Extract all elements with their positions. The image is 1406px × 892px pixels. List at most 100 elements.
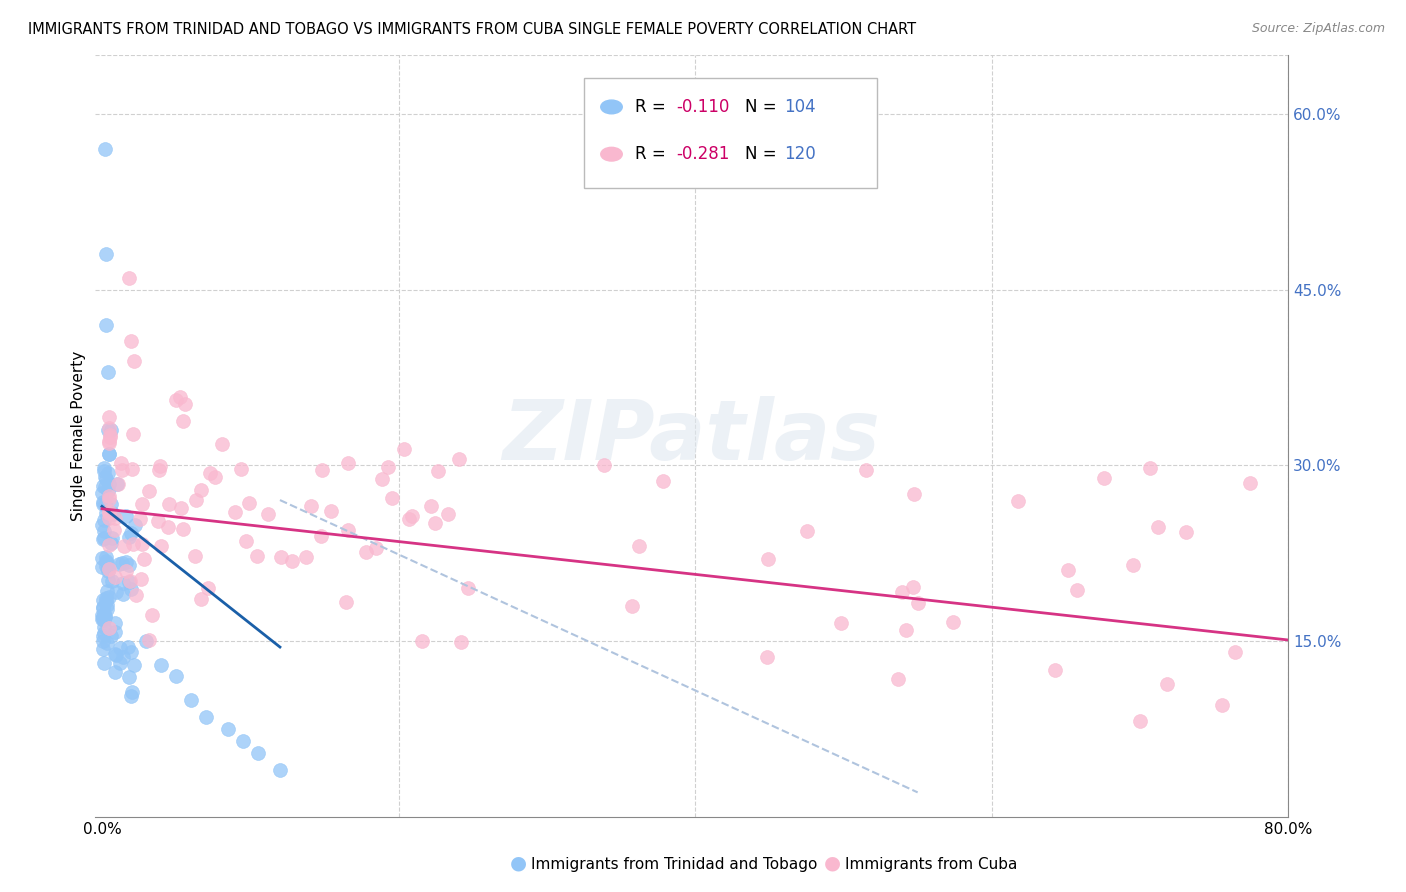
Point (419, 500, 441, 514)
Point (96, 602, 118, 616)
Point (91, 498, 114, 512)
Point (1156, 677, 1178, 691)
Point (105, 648, 128, 662)
Point (94, 591, 117, 605)
Point (91, 607, 114, 622)
Point (311, 463, 333, 477)
Text: Immigrants from Cuba: Immigrants from Cuba (845, 857, 1018, 872)
Text: N =: N = (745, 98, 782, 116)
Point (104, 648, 127, 662)
Point (620, 599, 643, 614)
Point (105, 476, 128, 491)
Point (1223, 645, 1246, 659)
Point (173, 397, 195, 411)
Point (111, 556, 134, 570)
Point (94, 550, 117, 565)
Point (101, 574, 124, 589)
Text: 120: 120 (785, 145, 817, 163)
Point (108, 657, 131, 671)
Point (117, 640, 139, 654)
Point (232, 734, 254, 748)
Point (93, 612, 115, 626)
Point (756, 551, 779, 566)
Point (98, 409, 121, 424)
Point (104, 615, 127, 630)
Point (184, 493, 207, 508)
Point (170, 501, 193, 516)
Point (135, 634, 157, 648)
Point (118, 670, 141, 684)
Point (1174, 525, 1197, 540)
Point (98, 489, 121, 503)
Point (124, 518, 146, 533)
Point (111, 463, 134, 477)
Point (101, 507, 124, 521)
Point (122, 427, 145, 442)
Text: 104: 104 (785, 98, 817, 116)
Point (94, 506, 117, 520)
Point (122, 353, 145, 368)
Point (121, 684, 143, 698)
Point (198, 467, 221, 481)
Point (238, 496, 260, 510)
Point (449, 451, 471, 466)
Circle shape (600, 147, 623, 161)
Point (148, 463, 170, 477)
Point (118, 270, 141, 285)
Point (796, 524, 818, 539)
Point (319, 504, 342, 518)
Point (94, 142, 117, 156)
Point (337, 456, 360, 470)
Point (91, 494, 114, 508)
Point (128, 511, 150, 525)
Point (112, 587, 135, 601)
Point (91, 599, 114, 614)
Text: R =: R = (636, 98, 672, 116)
Point (150, 540, 173, 554)
Point (96, 247, 118, 261)
Point (1122, 558, 1144, 573)
Point (855, 462, 877, 476)
Point (93, 613, 115, 627)
Point (890, 585, 912, 599)
Point (150, 657, 173, 672)
Point (91, 486, 114, 500)
Text: -0.281: -0.281 (676, 145, 730, 163)
Point (111, 575, 134, 590)
Text: N =: N = (745, 145, 782, 163)
Point (98, 510, 121, 524)
Point (1211, 698, 1233, 713)
Point (110, 456, 132, 470)
Point (91, 532, 114, 546)
Point (423, 516, 446, 530)
Point (93, 620, 115, 634)
Point (184, 549, 207, 563)
Point (101, 506, 124, 520)
Point (190, 591, 212, 606)
Point (941, 615, 963, 629)
Point (93, 464, 115, 478)
Point (1057, 563, 1080, 577)
Point (111, 650, 134, 665)
Point (98, 428, 121, 442)
Point (138, 633, 160, 648)
Point (204, 469, 226, 483)
Point (336, 523, 359, 537)
Point (94, 469, 117, 483)
Point (165, 392, 187, 407)
Point (652, 474, 675, 488)
Point (97, 365, 120, 379)
Point (120, 582, 142, 596)
Point (118, 558, 141, 572)
Point (299, 499, 322, 513)
Point (93, 532, 115, 546)
Point (172, 522, 194, 536)
Point (96, 636, 118, 650)
Point (246, 549, 269, 563)
Point (190, 483, 212, 498)
Point (91, 642, 114, 657)
Point (107, 476, 129, 491)
Point (93, 480, 115, 494)
Point (91, 517, 114, 532)
Text: IMMIGRANTS FROM TRINIDAD AND TOBAGO VS IMMIGRANTS FROM CUBA SINGLE FEMALE POVERT: IMMIGRANTS FROM TRINIDAD AND TOBAGO VS I… (28, 22, 917, 37)
